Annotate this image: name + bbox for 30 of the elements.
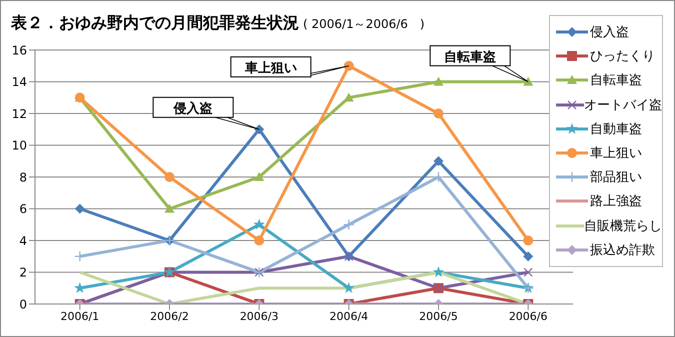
y-tick-label: 2 (19, 266, 27, 280)
y-tick-label: 12 (12, 106, 27, 121)
x-tick-label: 2006/6 (508, 310, 548, 323)
x-tick-label: 2006/5 (419, 310, 458, 323)
legend-label: 侵入盗 (590, 24, 629, 42)
legend-label: オートバイ盗 (584, 96, 662, 114)
legend-label: 自動車盗 (590, 120, 642, 138)
legend-label: 部品狙い (590, 169, 642, 186)
x-tick-label: 2006/4 (329, 310, 368, 323)
y-tick-label: 0 (19, 297, 27, 312)
annotation: 自転車盗 (444, 50, 496, 65)
legend-label: 振込め詐欺 (590, 242, 655, 259)
y-tick-label: 10 (12, 138, 27, 153)
x-tick-label: 2006/2 (150, 310, 189, 323)
x-tick-label: 2006/1 (60, 310, 100, 323)
y-tick-label: 6 (19, 202, 27, 216)
annotation: 侵入盗 (172, 100, 213, 116)
y-tick-label: 16 (12, 43, 27, 58)
x-tick-label: 2006/3 (240, 310, 279, 323)
y-tick-label: 14 (12, 75, 27, 90)
y-tick-label: 4 (19, 234, 27, 248)
legend-label: 自転車盗 (590, 72, 642, 90)
chart-subtitle: ( 2006/1～2006/6 ) (303, 17, 425, 31)
y-tick-label: 8 (19, 170, 27, 184)
legend-label: ひったくり (590, 48, 655, 66)
legend-label: 車上狙い (590, 145, 642, 162)
annotation: 車上狙い (244, 60, 297, 76)
legend-label: 路上強盗 (590, 193, 642, 210)
chart-title: 表２．おゆみ野内での月間犯罪発生状況 (11, 13, 299, 32)
legend-label: 自販機荒らし (584, 218, 662, 235)
